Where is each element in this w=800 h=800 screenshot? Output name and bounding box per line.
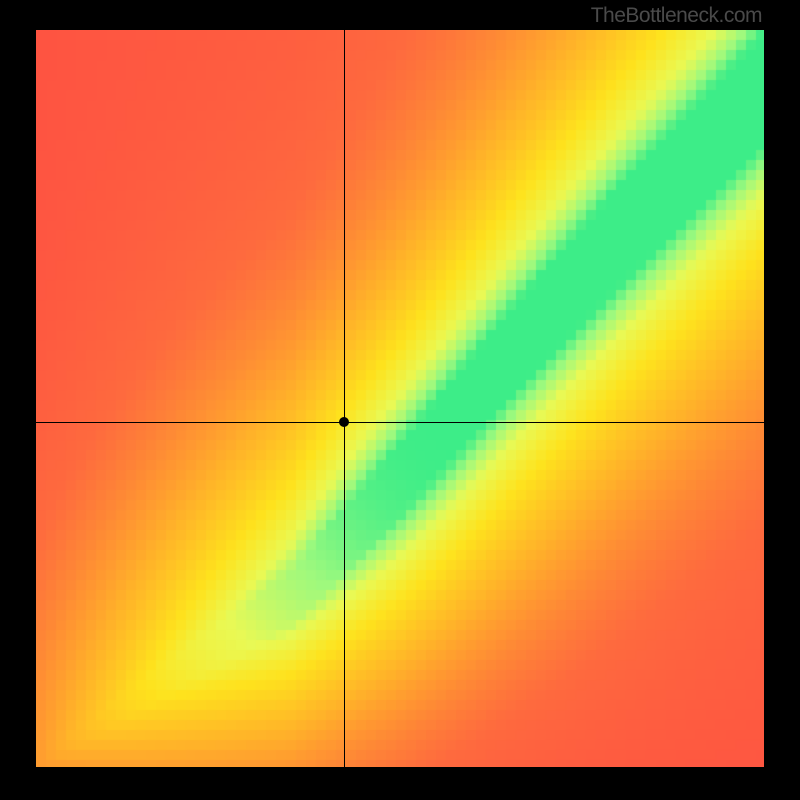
crosshair-vertical	[344, 30, 345, 767]
heatmap-plot	[36, 30, 764, 767]
crosshair-horizontal	[36, 422, 764, 423]
heatmap-canvas	[36, 30, 764, 767]
crosshair-dot	[339, 417, 349, 427]
watermark-text: TheBottleneck.com	[591, 4, 762, 28]
